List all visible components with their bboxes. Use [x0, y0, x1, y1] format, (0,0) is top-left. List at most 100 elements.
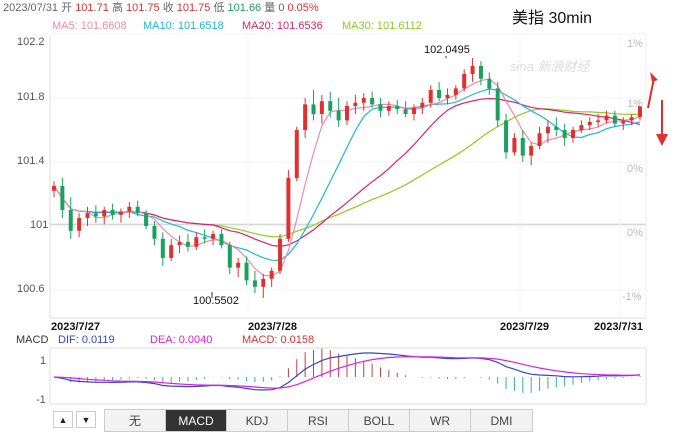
candle-body: [252, 280, 257, 287]
candle-body: [478, 66, 483, 79]
candle-body: [60, 186, 65, 210]
header-date: 2023/07/31: [3, 2, 59, 14]
tab-dmi[interactable]: DMI: [471, 410, 532, 431]
x-date-label: 2023/7/27: [51, 321, 100, 333]
close-label: 收: [162, 2, 174, 14]
candle-body: [194, 237, 199, 247]
tab-wr[interactable]: WR: [410, 410, 471, 431]
tab-macd[interactable]: MACD: [166, 410, 227, 431]
y-tick-label: 100.6: [17, 283, 45, 295]
y-tick-label: 102.2: [17, 36, 45, 48]
y-tick-label: 101.4: [17, 155, 45, 167]
candle-body: [470, 66, 475, 74]
ma10-line: [53, 88, 641, 262]
candle-body: [395, 106, 400, 110]
ma30-label: MA30: 101.6112: [342, 20, 422, 32]
candle-body: [462, 74, 467, 89]
down-arrow-head: [656, 134, 668, 146]
watermark-logo: sina 新浪财经: [510, 59, 590, 74]
candle-body: [227, 245, 232, 268]
low-annotation: 100.5502: [193, 295, 239, 307]
x-date-label: 2023/7/31: [594, 321, 643, 333]
macd-y-tick: 1: [40, 355, 47, 367]
candle-body: [495, 88, 500, 121]
macd-value-label: MACD: 0.0158: [242, 334, 315, 346]
candle-body: [370, 98, 375, 105]
candle-body: [437, 90, 442, 98]
pct-tick-label: 1%: [627, 98, 643, 110]
candle-body: [303, 104, 308, 130]
y-tick-label: 101.8: [17, 91, 45, 103]
candle-body: [520, 138, 525, 156]
dif-line: [53, 352, 641, 391]
candle-body: [144, 213, 149, 226]
candle-body: [621, 120, 626, 124]
candle-body: [403, 109, 408, 114]
candle-body: [629, 117, 634, 121]
tab-boll[interactable]: BOLL: [349, 410, 410, 431]
tab-none[interactable]: 无: [105, 410, 166, 431]
scroll-up-button[interactable]: ▲: [53, 411, 73, 428]
candle-body: [638, 106, 642, 118]
candle-body: [110, 210, 115, 215]
ohlc-header: 2023/07/31 开 101.71 高 101.75 收 101.75 低 …: [3, 3, 319, 14]
open-value: 101.71: [75, 2, 109, 14]
x-date-label: 2023/7/28: [248, 321, 297, 333]
macd-y-tick: -1: [36, 394, 46, 406]
scroll-down-button[interactable]: ▼: [76, 411, 96, 428]
candle-body: [286, 178, 291, 239]
candle-body: [135, 206, 140, 214]
high-label: 高: [111, 2, 123, 14]
candle-body: [219, 234, 224, 246]
candle-body: [294, 130, 299, 178]
close-value: 101.75: [176, 2, 211, 14]
candle-body: [202, 237, 207, 239]
ma20-label: MA20: 101.6536: [242, 20, 323, 32]
candle-body: [562, 130, 567, 138]
candle-body: [378, 104, 383, 111]
candle-body: [571, 130, 576, 138]
ma5-label: MA5: 101.6608: [52, 20, 127, 32]
candle-body: [487, 78, 492, 89]
high-value: 101.75: [125, 2, 160, 14]
candle-body: [428, 90, 433, 103]
candle-body: [68, 210, 73, 231]
ma30-line: [53, 108, 640, 238]
volume-label: 量: [264, 2, 276, 14]
open-label: 开: [61, 2, 73, 14]
candle-body: [52, 186, 56, 191]
candle-body: [353, 102, 358, 106]
candle-body: [512, 138, 517, 153]
dea-label: DEA: 0.0040: [150, 334, 213, 346]
dea-line: [53, 356, 641, 389]
macd-title: MACD: [16, 334, 49, 346]
candle-body: [445, 94, 450, 98]
candle-body: [504, 120, 509, 153]
tab-rsi[interactable]: RSI: [288, 410, 349, 431]
candle-body: [118, 211, 123, 215]
pct-tick-label: 1%: [627, 38, 643, 50]
candle-body: [311, 104, 316, 114]
candle-body: [604, 115, 609, 121]
candle-body: [85, 213, 90, 218]
candle-body: [152, 226, 157, 239]
change-value: 0.05%: [287, 2, 319, 14]
candle-body: [386, 106, 391, 111]
candle-body: [211, 234, 216, 239]
tab-kdj[interactable]: KDJ: [227, 410, 288, 431]
candle-body: [319, 101, 324, 114]
candle-body: [177, 242, 182, 246]
candle-body: [545, 126, 550, 134]
candle-body: [102, 210, 107, 217]
low-value: 101.66: [227, 2, 262, 14]
volume-value: 0: [278, 2, 285, 14]
candle-body: [420, 102, 425, 108]
candle-body: [93, 213, 98, 217]
high-annotation: 102.0495: [424, 44, 470, 56]
up-arrow-shaft: [647, 77, 655, 109]
candle-body: [127, 206, 132, 212]
candle-body: [529, 146, 534, 156]
candle-body: [579, 125, 584, 130]
